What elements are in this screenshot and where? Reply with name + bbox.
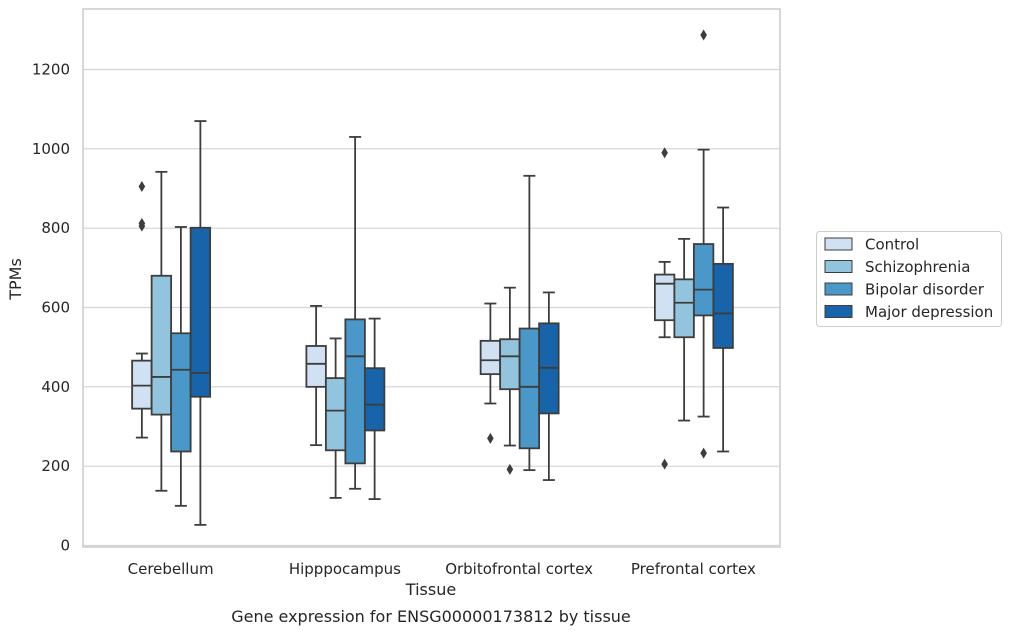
- box-plot: [712, 206, 734, 453]
- box: [479, 339, 502, 376]
- box-plot: [479, 302, 502, 444]
- box-plot: [653, 147, 676, 470]
- legend-swatch: [824, 282, 853, 296]
- x-tick-label: Prefrontal cortex: [631, 560, 756, 578]
- box: [673, 278, 695, 339]
- y-tick-label: 400: [41, 378, 70, 396]
- y-tick-label: 1000: [32, 140, 70, 158]
- x-axis-ticks: Cerebellum Hipppocampus Orbitofrontal cort…: [128, 560, 756, 578]
- y-tick-label: 1200: [32, 61, 70, 79]
- box-plot: [692, 29, 715, 459]
- box: [170, 332, 192, 453]
- legend-swatch: [824, 260, 853, 273]
- box-plot: [324, 337, 347, 499]
- x-axis-label: Tissue: [405, 580, 456, 599]
- legend-label: Bipolar disorder: [865, 281, 985, 299]
- y-tick-label: 800: [41, 219, 70, 237]
- box: [150, 274, 173, 416]
- box: [692, 243, 715, 317]
- box: [499, 338, 521, 391]
- legend-swatch: [824, 237, 853, 251]
- legend-frame: [816, 231, 1002, 327]
- x-tick-label: Cerebellum: [128, 560, 214, 578]
- y-tick-label: 0: [60, 537, 70, 555]
- outlier-point: [487, 432, 494, 444]
- outlier-point: [661, 458, 668, 470]
- box-plot: [518, 174, 541, 472]
- box: [712, 262, 734, 349]
- outlier-point: [138, 181, 146, 193]
- box-plot: [499, 286, 521, 475]
- box: [305, 345, 327, 388]
- x-tick-label: Hipppocampus: [289, 560, 401, 578]
- box: [344, 318, 366, 465]
- outlier-point: [661, 147, 668, 159]
- legend-swatch: [824, 305, 853, 318]
- legend-label: Control: [865, 236, 919, 254]
- y-axis-ticks: 0 200 400 600 800 1000 1200: [32, 61, 70, 555]
- outlier-point: [700, 29, 707, 41]
- legend-label: Major depression: [865, 303, 993, 321]
- x-tick-label: Orbitofrontal cortex: [445, 560, 593, 578]
- box-plot: [344, 136, 366, 490]
- box-plot: [363, 317, 386, 500]
- outlier-point: [138, 217, 146, 229]
- box: [324, 377, 347, 452]
- box: [131, 359, 153, 410]
- box-plot: [673, 237, 695, 422]
- box: [518, 327, 541, 450]
- chart-caption: Gene expression for ENSG00000173812 by t…: [231, 607, 631, 626]
- box-plot: [131, 181, 153, 439]
- box-plots: [131, 29, 734, 526]
- legend-label: Schizophrenia: [865, 258, 970, 276]
- box-plot: [150, 170, 173, 492]
- y-axis-label: TPMs: [6, 258, 25, 301]
- y-tick-label: 600: [41, 299, 70, 317]
- legend: Control Schizophrenia Bipolar disorder Majo…: [816, 231, 1002, 327]
- box: [189, 226, 212, 398]
- box-plot: [305, 305, 327, 447]
- box: [653, 273, 676, 322]
- box-plot: [189, 120, 212, 526]
- outlier-point: [700, 447, 707, 459]
- box: [363, 367, 386, 432]
- outlier-point: [506, 463, 514, 475]
- box-plot: [170, 226, 192, 507]
- plot-frame: [82, 8, 781, 548]
- y-tick-label: 200: [41, 457, 70, 475]
- box-plot: [538, 291, 560, 481]
